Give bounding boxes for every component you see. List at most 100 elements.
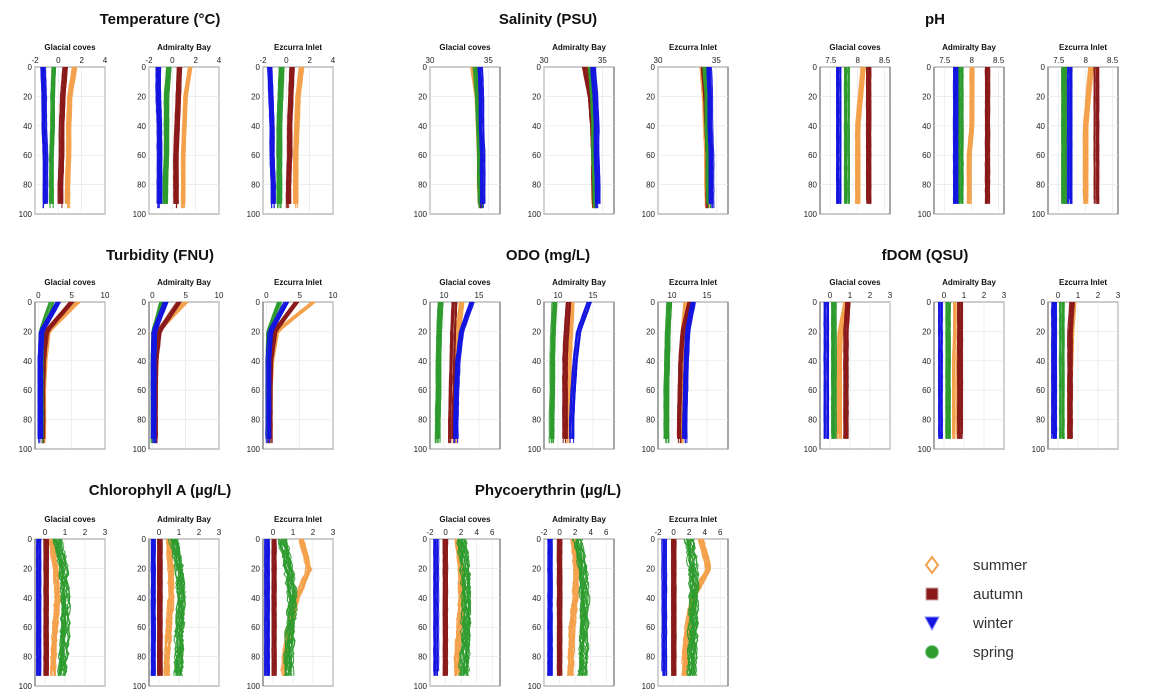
y-tick-label: 20 <box>23 564 32 573</box>
y-tick-label: 80 <box>532 416 541 425</box>
y-tick-label: 80 <box>418 416 427 425</box>
spring-profile <box>434 301 439 444</box>
x-tick-label: -2 <box>31 56 39 65</box>
y-tick-label: 0 <box>423 298 428 307</box>
x-tick-label: 0 <box>942 291 947 300</box>
site-label: Glacial coves <box>829 278 881 287</box>
winter-profile <box>41 66 46 204</box>
subplot-0: Glacial coves 0 20 40 60 80 100 7.5 8 8.5 <box>804 43 891 219</box>
y-tick-label: 80 <box>1036 416 1045 425</box>
panel-0: Temperature (°C)Glacial coves02040608010… <box>19 11 336 219</box>
y-tick-label: 60 <box>532 623 541 632</box>
y-tick-label: 40 <box>922 357 931 366</box>
summer-profile <box>297 66 305 204</box>
y-tick-label: 0 <box>423 535 428 544</box>
x-tick-label: 2 <box>83 528 88 537</box>
winter-profile <box>595 66 601 204</box>
spring-profile <box>686 538 695 676</box>
y-tick-label: 40 <box>922 122 931 131</box>
subplot-2: Ezcurra Inlet 0 20 40 60 80 100 0 1 2 3 <box>247 515 336 690</box>
y-tick-label: 100 <box>528 445 542 454</box>
y-tick-label: 100 <box>247 445 261 454</box>
summer-profile <box>837 301 846 435</box>
spring-profile <box>279 67 283 204</box>
spring-profile <box>55 538 66 676</box>
subplot-1: Admiralty Bay 0 20 40 60 80 100 10 15 <box>528 278 615 454</box>
winter-profile <box>479 67 484 204</box>
x-tick-label: 3 <box>888 291 893 300</box>
y-tick-label: 80 <box>251 416 260 425</box>
spring-profile <box>170 538 182 676</box>
y-tick-label: 20 <box>137 327 146 336</box>
spring-profile <box>280 66 285 204</box>
summer-profile <box>454 538 462 676</box>
y-tick-label: 20 <box>251 327 260 336</box>
y-tick-label: 20 <box>251 92 260 101</box>
x-tick-label: 8.5 <box>1107 56 1119 65</box>
y-tick-label: 0 <box>1041 63 1046 72</box>
site-label: Glacial coves <box>44 43 96 52</box>
y-tick-label: 100 <box>804 445 818 454</box>
spring-profile <box>457 538 467 676</box>
y-tick-label: 0 <box>537 63 542 72</box>
y-tick-label: 60 <box>418 623 427 632</box>
y-tick-label: 100 <box>1032 210 1046 219</box>
autumn-profile <box>177 67 182 204</box>
spring-profile <box>436 302 441 444</box>
subplot-1: Admiralty Bay 0 20 40 60 80 100 0 1 2 3 <box>918 278 1007 454</box>
y-tick-label: 40 <box>23 594 32 603</box>
summer-profile <box>856 66 864 204</box>
y-tick-label: 40 <box>137 357 146 366</box>
spring-profile <box>472 66 479 204</box>
y-tick-label: 60 <box>251 151 260 160</box>
x-tick-label: 2 <box>982 291 987 300</box>
legend: summer autumn winter spring <box>924 555 1027 661</box>
y-tick-label: 40 <box>137 594 146 603</box>
spring-profile <box>53 538 67 676</box>
y-tick-label: 60 <box>251 386 260 395</box>
winter-profile <box>150 301 164 439</box>
winter-profile <box>267 66 273 204</box>
x-tick-label: 2 <box>311 528 316 537</box>
summer-profile <box>969 66 974 204</box>
summer-profile <box>183 66 192 209</box>
site-label: Admiralty Bay <box>552 43 606 52</box>
summer-profile <box>970 66 975 200</box>
subplot-0: Glacial coves 0 20 40 60 80 100 0 1 2 3 <box>19 515 108 690</box>
y-tick-label: 40 <box>251 122 260 131</box>
winter-profile <box>159 67 163 204</box>
spring-profile <box>474 66 481 204</box>
winter-profile <box>40 301 60 439</box>
autumn-profile <box>44 301 75 439</box>
x-tick-label: 1 <box>848 291 853 300</box>
spring-profile <box>171 538 183 676</box>
x-tick-label: 8.5 <box>993 56 1005 65</box>
y-tick-label: 80 <box>646 653 655 662</box>
y-tick-label: 40 <box>808 357 817 366</box>
x-tick-label: 10 <box>554 291 563 300</box>
spring-profile <box>276 67 280 204</box>
y-tick-label: 0 <box>537 535 542 544</box>
subplot-1: Admiralty Bay 0 20 40 60 80 100 30 35 <box>528 43 615 219</box>
winter-profile <box>270 66 275 209</box>
site-label: Ezcurra Inlet <box>274 43 322 52</box>
x-tick-label: 0 <box>1056 291 1061 300</box>
x-tick-label: 1 <box>177 528 182 537</box>
x-tick-label: 10 <box>215 291 224 300</box>
autumn-profile <box>43 301 74 444</box>
x-tick-label: 2 <box>307 56 312 65</box>
x-tick-label: 1 <box>291 528 296 537</box>
winter-profile <box>453 301 471 444</box>
site-label: Admiralty Bay <box>157 515 211 524</box>
x-tick-label: 3 <box>331 528 336 537</box>
site-label: Admiralty Bay <box>942 43 996 52</box>
panel-title: ODO (mg/L) <box>506 247 590 264</box>
summer-profile <box>954 301 957 439</box>
y-tick-label: 100 <box>1032 445 1046 454</box>
spring-profile <box>548 301 553 444</box>
site-label: Glacial coves <box>44 515 96 524</box>
x-tick-label: 8 <box>969 56 974 65</box>
summer-profile <box>1085 66 1093 204</box>
